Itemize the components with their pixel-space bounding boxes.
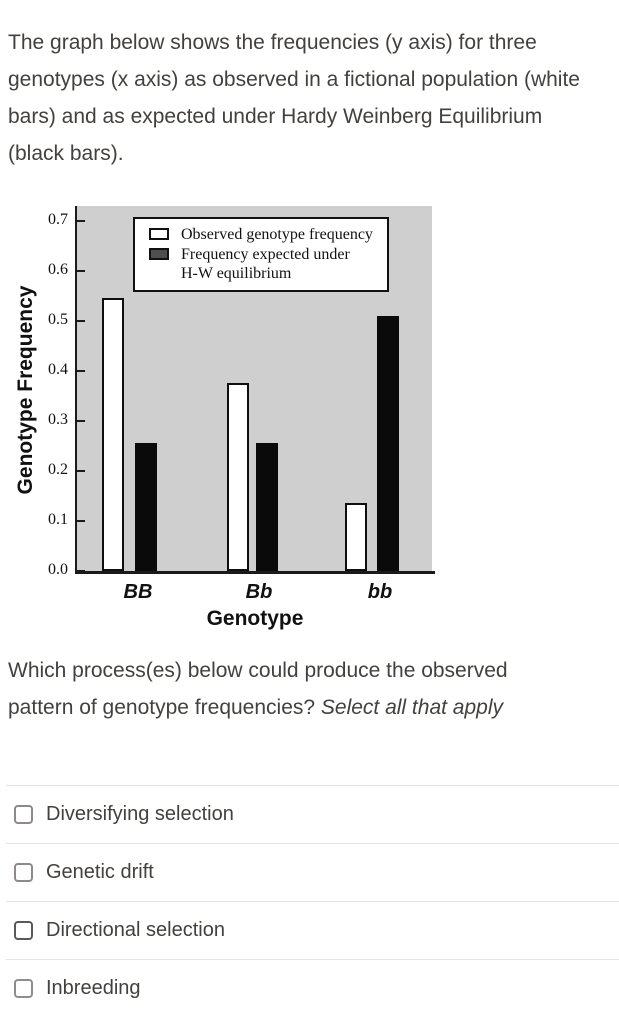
question-text: Which process(es) below could produce th… <box>8 652 568 726</box>
y-tick-label: 0.6 <box>48 261 68 278</box>
y-tick <box>77 520 85 522</box>
bar-expected-BB <box>135 443 157 571</box>
checkbox-unchecked-icon[interactable] <box>14 921 33 940</box>
chart-legend: Observed genotype frequency Frequency exp… <box>133 217 389 292</box>
bar-observed-bb <box>345 503 367 571</box>
y-tick <box>77 420 85 422</box>
option-label: Directional selection <box>46 919 225 941</box>
x-category-label: bb <box>367 581 393 603</box>
y-tick-label: 0.0 <box>48 561 68 578</box>
legend-label: Observed genotype frequency <box>181 226 373 243</box>
y-tick <box>77 220 85 222</box>
question-main-text: Which process(es) below could produce th… <box>8 659 508 719</box>
y-axis-line <box>75 206 77 573</box>
checkbox-unchecked-icon[interactable] <box>14 805 33 824</box>
genotype-frequency-chart: Observed genotype frequency Frequency exp… <box>0 206 619 642</box>
option-diversifying-selection[interactable]: Diversifying selection <box>6 785 619 843</box>
bar-observed-BB <box>102 298 124 571</box>
bar-observed-Bb <box>227 383 249 571</box>
legend-swatch-observed <box>149 228 169 240</box>
plot-area: Observed genotype frequency Frequency exp… <box>77 206 432 571</box>
option-label: Diversifying selection <box>46 803 234 825</box>
y-tick <box>77 370 85 372</box>
bar-expected-Bb <box>256 443 278 571</box>
legend-entry: Frequency expected under H-W equilibrium <box>145 245 381 283</box>
bar-expected-bb <box>377 316 399 571</box>
y-tick <box>77 470 85 472</box>
legend-swatch-expected <box>149 248 169 260</box>
y-tick-label: 0.3 <box>48 411 68 428</box>
x-axis-line <box>75 571 435 574</box>
question-intro-text: The graph below shows the frequencies (y… <box>8 31 580 165</box>
y-tick-label: 0.2 <box>48 461 68 478</box>
checkbox-unchecked-icon[interactable] <box>14 863 33 882</box>
x-category-label: BB <box>123 581 153 603</box>
question-emphasis-text: Select all that apply <box>320 696 503 719</box>
y-tick <box>77 320 85 322</box>
y-tick-label: 0.7 <box>48 211 68 228</box>
y-tick-label: 0.1 <box>48 511 68 528</box>
x-category-label: Bb <box>245 581 273 603</box>
y-tick-label: 0.4 <box>48 361 68 378</box>
option-directional-selection[interactable]: Directional selection <box>6 901 619 959</box>
option-label: Inbreeding <box>46 977 141 999</box>
y-tick <box>77 270 85 272</box>
y-axis-title: Genotype Frequency <box>14 285 37 495</box>
x-axis-title: Genotype <box>206 607 304 630</box>
option-inbreeding[interactable]: Inbreeding <box>6 959 619 1017</box>
y-tick <box>77 570 85 572</box>
legend-label: Frequency expected under H-W equilibrium <box>181 246 350 282</box>
option-genetic-drift[interactable]: Genetic drift <box>6 843 619 901</box>
checkbox-unchecked-icon[interactable] <box>14 979 33 998</box>
option-label: Genetic drift <box>46 861 154 883</box>
legend-entry: Observed genotype frequency <box>145 225 381 244</box>
answer-options: Diversifying selection Genetic drift Dir… <box>0 785 619 1017</box>
y-tick-label: 0.5 <box>48 311 68 328</box>
